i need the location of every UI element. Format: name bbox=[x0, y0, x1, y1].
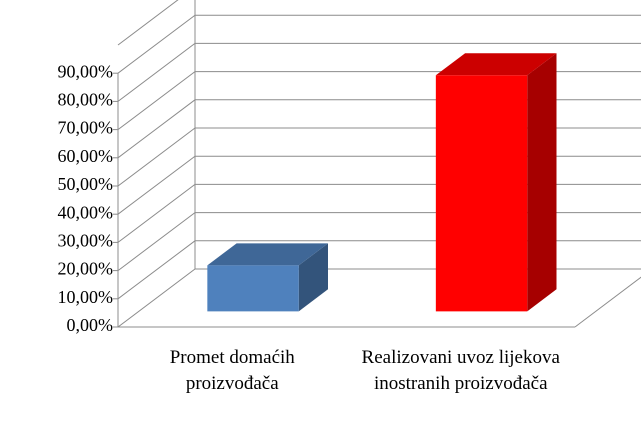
wall-edge bbox=[117, 0, 179, 46]
y-tick-label: 80,00% bbox=[58, 90, 114, 110]
grid-line bbox=[117, 268, 641, 328]
floor-edge bbox=[574, 276, 641, 328]
y-tick-label: 30,00% bbox=[58, 231, 114, 251]
bar-side bbox=[527, 53, 557, 312]
bar bbox=[207, 265, 299, 312]
y-tick-label: 0,00% bbox=[67, 315, 114, 335]
grid-line bbox=[117, 14, 641, 74]
y-tick-label: 50,00% bbox=[58, 174, 114, 194]
grid-line bbox=[117, 155, 641, 215]
grid-line bbox=[117, 42, 641, 102]
y-tick-label: 90,00% bbox=[58, 61, 114, 81]
y-tick-label: 10,00% bbox=[58, 287, 114, 307]
y-tick-label: 60,00% bbox=[58, 146, 114, 166]
grid-line bbox=[117, 99, 641, 159]
grid-line bbox=[117, 183, 641, 243]
grid-line bbox=[117, 240, 641, 300]
bar-side bbox=[298, 243, 328, 312]
grid-line bbox=[117, 212, 641, 271]
grid-line bbox=[117, 71, 641, 130]
bar bbox=[435, 75, 528, 312]
y-tick-label: 40,00% bbox=[58, 202, 114, 222]
y-tick-label: 20,00% bbox=[58, 259, 114, 279]
x-tick-label: Promet domaćih proizvođača bbox=[169, 347, 295, 394]
y-tick-label: 70,00% bbox=[58, 118, 114, 138]
grid-line bbox=[117, 127, 641, 187]
bar-top bbox=[207, 243, 328, 266]
x-tick-label: Realizovani uvoz lijekova inostranih pro… bbox=[361, 347, 560, 394]
bar-top bbox=[435, 53, 557, 76]
